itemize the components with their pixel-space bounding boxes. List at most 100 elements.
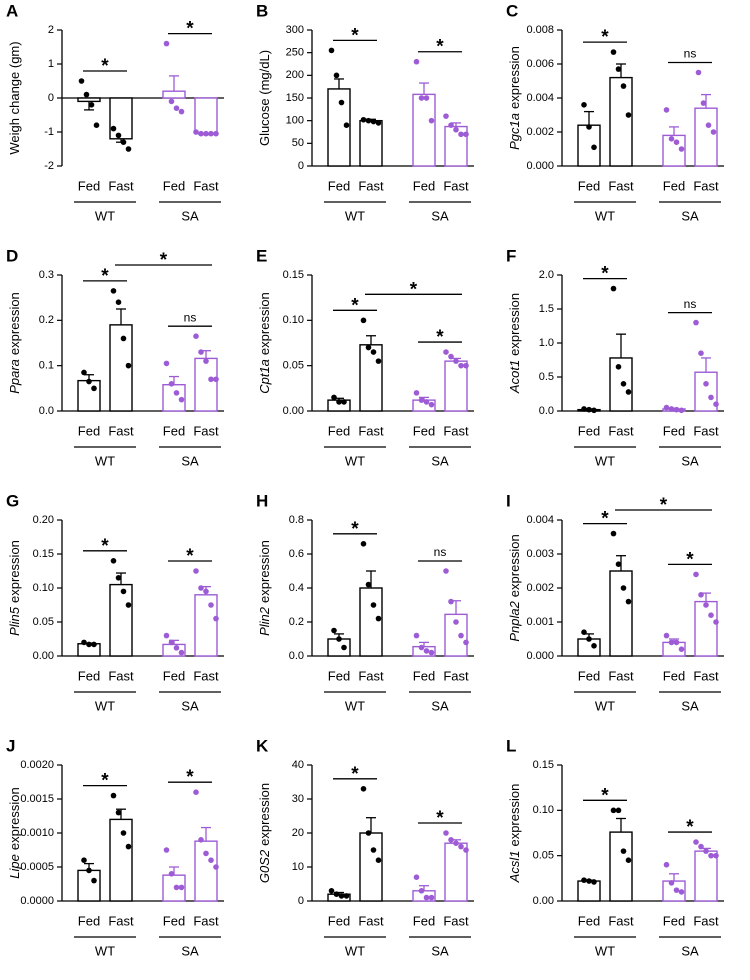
data-point <box>678 646 685 652</box>
y-axis-label-text: Glucose (mg/dL) <box>257 50 272 146</box>
y-tick-label: 0.001 <box>526 616 554 628</box>
y-tick-label: 0.3 <box>39 269 54 281</box>
data-point <box>163 632 170 639</box>
data-point <box>610 285 617 292</box>
data-point <box>615 66 622 72</box>
panel: E Cpt1a expression 0.00 0.05 0.10 0.15 Fed Fast W… <box>256 246 474 468</box>
x-tick-label: Fed <box>78 913 100 928</box>
x-tick-label: Fed <box>163 178 185 193</box>
data-point <box>620 381 627 387</box>
y-tick-label: 0.004 <box>526 514 554 526</box>
bar <box>359 119 383 167</box>
y-tick-label: -1 <box>44 126 54 138</box>
data-point <box>336 399 342 405</box>
y-axis-label-text: expression <box>507 534 522 597</box>
data-point <box>443 349 449 355</box>
data-point <box>115 809 122 816</box>
data-point <box>375 358 382 364</box>
data-point <box>91 877 97 884</box>
data-point <box>370 602 377 608</box>
data-point <box>620 848 627 854</box>
significance-label: * <box>101 536 109 557</box>
data-point <box>331 627 337 634</box>
y-tick-label: 0.15 <box>283 269 304 281</box>
data-point <box>453 126 459 133</box>
significance-label: * <box>351 519 359 540</box>
significance-label: * <box>410 279 418 300</box>
data-point <box>703 602 709 608</box>
data-point <box>448 353 454 360</box>
bar <box>162 90 186 99</box>
bar <box>444 360 468 412</box>
data-point <box>198 585 204 591</box>
significance-label: * <box>186 546 194 567</box>
data-point <box>213 615 219 622</box>
group-label: SA <box>431 208 449 223</box>
bar <box>194 97 218 135</box>
data-point <box>208 857 214 863</box>
data-point <box>343 893 350 899</box>
x-tick-label: Fast <box>193 668 219 683</box>
y-tick-label: 0.2 <box>289 616 304 628</box>
data-point <box>78 78 85 84</box>
y-axis-label-text: expression <box>257 292 272 355</box>
data-point <box>428 894 435 901</box>
data-point <box>203 130 209 137</box>
y-tick-label: 0.10 <box>283 314 304 326</box>
x-tick-label: Fed <box>663 423 685 438</box>
data-point <box>168 871 175 877</box>
y-tick-label: 200 <box>286 69 304 81</box>
bar <box>694 850 718 902</box>
data-point <box>168 381 175 387</box>
x-tick-label: Fed <box>413 178 435 193</box>
data-point <box>341 644 347 651</box>
data-point <box>586 636 592 642</box>
data-point <box>86 378 92 385</box>
x-tick-label: Fed <box>163 913 185 928</box>
significance-label: ns <box>684 297 697 311</box>
data-point <box>713 401 719 407</box>
data-point <box>328 888 335 894</box>
panel: B Glucose (mg/dL) 0 50 100 150 200 250 300 Fed Fas… <box>256 1 474 223</box>
group-label: SA <box>181 698 199 713</box>
data-point <box>193 789 199 795</box>
data-point <box>208 130 214 137</box>
group-label: SA <box>181 453 199 468</box>
data-point <box>458 131 464 138</box>
data-point <box>610 530 617 537</box>
y-axis-label: Ppara expression <box>7 292 22 394</box>
y-tick-label: 0.15 <box>33 548 54 560</box>
significance-label: * <box>436 327 444 348</box>
group-label: WT <box>595 698 615 713</box>
y-tick-label: 0.4 <box>289 582 304 594</box>
bar <box>577 124 601 167</box>
panel-letter: D <box>6 246 18 265</box>
data-point <box>586 878 592 884</box>
data-point <box>193 333 199 339</box>
bar <box>77 869 101 902</box>
y-tick-label: 0.15 <box>533 759 554 771</box>
x-tick-label: Fed <box>163 668 185 683</box>
y-axis-label: Weigh change (gm) <box>7 41 22 154</box>
data-point <box>365 344 372 351</box>
x-tick-label: Fast <box>608 913 634 928</box>
y-tick-label: 0.10 <box>33 582 54 594</box>
data-point <box>458 843 464 850</box>
x-tick-label: Fast <box>193 423 219 438</box>
data-point <box>120 830 127 836</box>
data-point <box>413 390 420 396</box>
x-tick-label: Fast <box>108 178 134 193</box>
bar <box>359 832 383 902</box>
panel-letter: L <box>506 736 516 755</box>
x-tick-label: Fed <box>663 178 685 193</box>
significance-label: * <box>101 266 109 287</box>
data-point <box>341 399 347 405</box>
y-axis-label-gene: Cpt1a <box>257 359 272 394</box>
data-point <box>678 146 685 152</box>
y-tick-label: 2 <box>48 24 54 36</box>
y-tick-label: 0.2 <box>39 314 54 326</box>
data-point <box>365 117 372 124</box>
bar <box>609 831 633 902</box>
x-tick-label: Fast <box>108 423 134 438</box>
x-tick-label: Fast <box>608 668 634 683</box>
